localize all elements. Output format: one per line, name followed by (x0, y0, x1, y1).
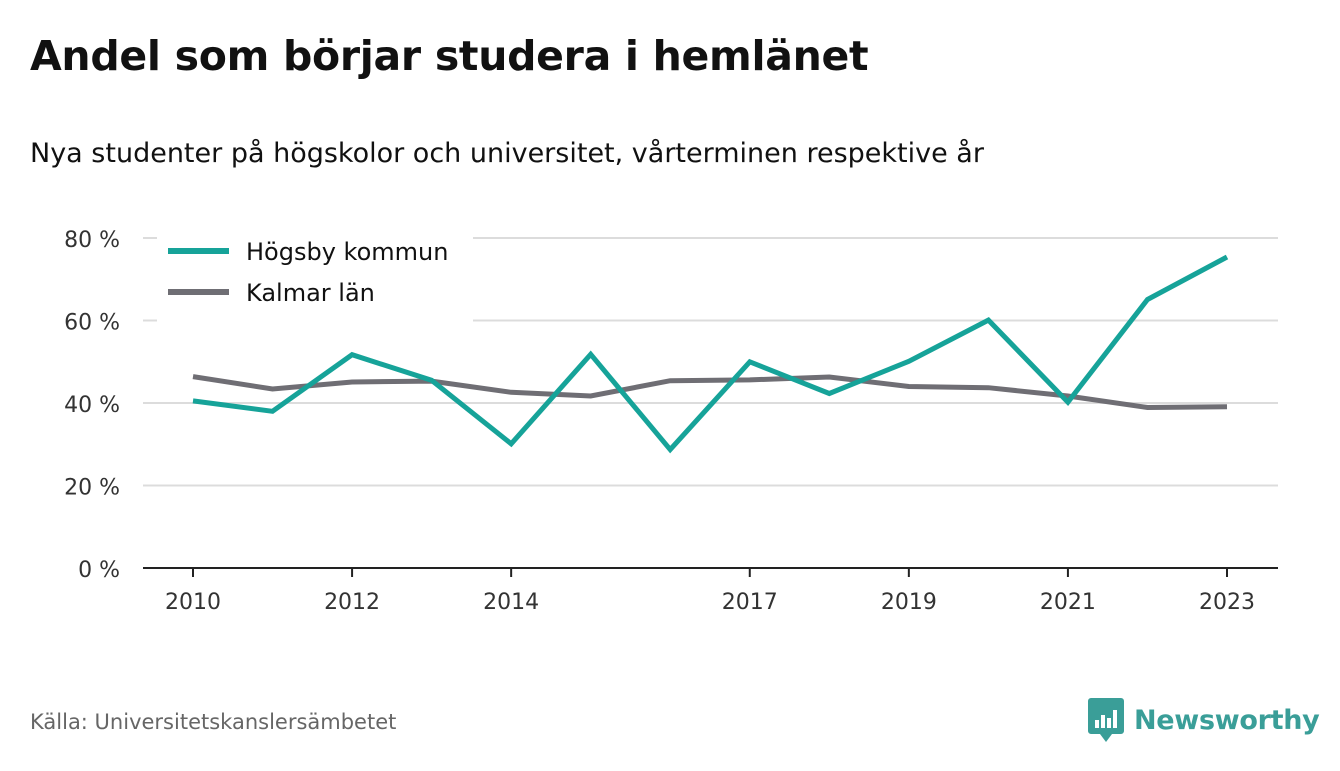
y-tick-label: 60 % (64, 311, 120, 336)
x-tick-label: 2023 (1199, 590, 1255, 615)
line-chart: 0 % 20 % 40 % 60 % 80 % 2010 2012 2014 2017 2019… (64, 228, 1278, 615)
legend-label: Kalmar län (246, 279, 375, 307)
source-note: Källa: Universitetskanslersämbetet (30, 710, 397, 734)
brand-logo: Newsworthy (1088, 697, 1320, 743)
x-tick-label: 2014 (483, 590, 539, 615)
x-tick-label: 2010 (165, 590, 221, 615)
series-line-1 (192, 374, 1228, 411)
x-tick-label: 2021 (1040, 590, 1096, 615)
y-tick-label: 0 % (78, 558, 120, 583)
series-lines (192, 254, 1229, 454)
legend-label: Högsby kommun (246, 238, 448, 266)
brand-name: Newsworthy (1134, 704, 1320, 736)
y-axis-tick-labels: 0 % 20 % 40 % 60 % 80 % (64, 228, 120, 583)
chart-subtitle: Nya studenter på högskolor och universit… (30, 138, 984, 169)
newsworthy-logo-icon (1088, 698, 1124, 742)
chart-title: Andel som börjar studera i hemlänet (30, 32, 869, 80)
y-tick-label: 20 % (64, 476, 120, 501)
x-axis: 2010 2012 2014 2017 2019 2021 2023 (143, 567, 1278, 615)
x-tick-label: 2017 (722, 590, 778, 615)
y-tick-label: 40 % (64, 393, 120, 418)
x-tick-label: 2012 (324, 590, 380, 615)
x-tick-label: 2019 (881, 590, 937, 615)
legend-background (157, 232, 473, 324)
series-line-0 (192, 254, 1229, 454)
y-tick-label: 80 % (64, 228, 120, 253)
legend: Högsby kommun Kalmar län (157, 232, 473, 324)
